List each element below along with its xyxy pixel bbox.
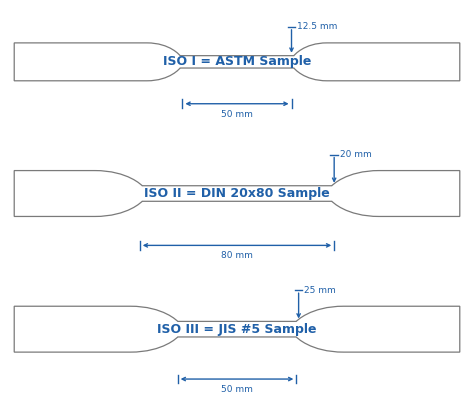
- Text: 12.5 mm: 12.5 mm: [297, 22, 337, 32]
- Text: ISO II = DIN 20x80 Sample: ISO II = DIN 20x80 Sample: [144, 187, 330, 200]
- Text: 25 mm: 25 mm: [304, 286, 336, 295]
- PathPatch shape: [14, 43, 460, 81]
- Text: 50 mm: 50 mm: [221, 110, 253, 119]
- Text: ISO III = JIS #5 Sample: ISO III = JIS #5 Sample: [157, 323, 317, 336]
- PathPatch shape: [14, 171, 460, 216]
- Text: 20 mm: 20 mm: [340, 150, 372, 159]
- Text: 80 mm: 80 mm: [221, 251, 253, 261]
- Text: 50 mm: 50 mm: [221, 385, 253, 394]
- PathPatch shape: [14, 306, 460, 352]
- Text: ISO I = ASTM Sample: ISO I = ASTM Sample: [163, 55, 311, 68]
